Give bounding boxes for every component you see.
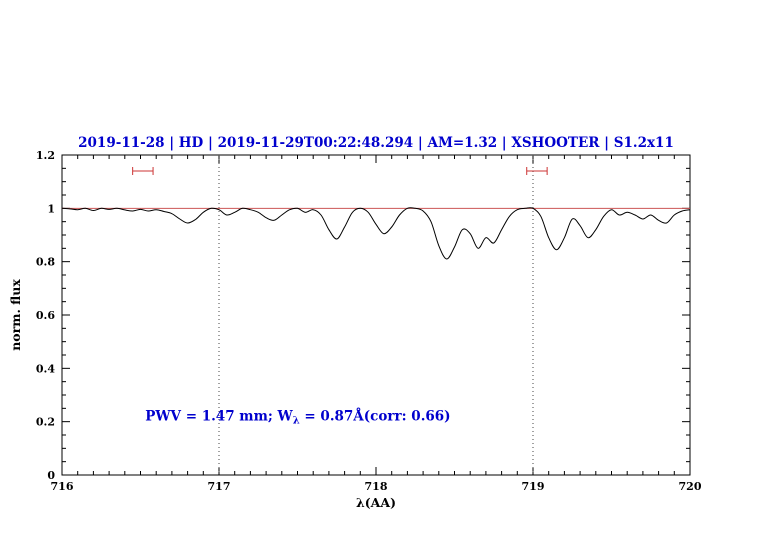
plot-frame: 716 717 718 719 720 0 0.2 0.4 0.6 0.8 1 1.2 xyxy=(36,149,702,493)
y-tick-label: 0.4 xyxy=(36,362,55,375)
annotation-lambda-subscript: λ xyxy=(293,415,300,426)
plot-title: 2019-11-28 | HD | 2019-11-29T00:22:48.29… xyxy=(78,135,674,151)
x-tick-label: 719 xyxy=(522,480,545,493)
annotation-post: = 0.87Å(corr: 0.66) xyxy=(300,408,451,424)
annotation-pre: PWV = 1.47 mm; W xyxy=(145,408,293,424)
plot-box xyxy=(61,154,691,476)
spectrum-data xyxy=(61,167,691,260)
x-axis-label: λ(AA) xyxy=(356,495,396,510)
x-tick-label: 717 xyxy=(208,480,231,493)
y-tick-label: 0.6 xyxy=(36,309,55,322)
x-tick-label: 720 xyxy=(679,480,702,493)
y-axis-label: norm. flux xyxy=(8,279,23,351)
y-tick-label: 1.2 xyxy=(36,149,55,162)
spectrum-line xyxy=(61,207,691,260)
x-tick-label: 716 xyxy=(51,480,74,493)
y-tick-label: 0.8 xyxy=(36,256,55,269)
y-tick-label: 0 xyxy=(47,469,55,482)
guide-lines xyxy=(62,155,690,475)
x-tick-label: 718 xyxy=(365,480,388,493)
y-tick-label: 0.2 xyxy=(36,416,55,429)
y-tick-label: 1 xyxy=(47,202,55,215)
pwv-annotation: PWV = 1.47 mm; Wλ = 0.87Å(corr: 0.66) xyxy=(145,408,450,426)
